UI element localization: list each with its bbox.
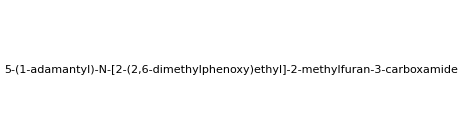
Text: 5-(1-adamantyl)-N-[2-(2,6-dimethylphenoxy)ethyl]-2-methylfuran-3-carboxamide: 5-(1-adamantyl)-N-[2-(2,6-dimethylphenox… [4, 65, 458, 75]
